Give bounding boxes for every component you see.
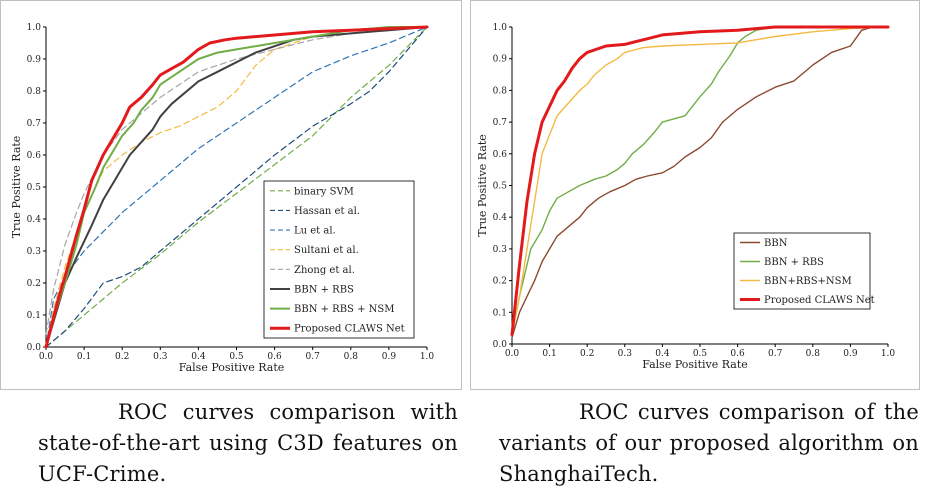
series-line-1	[45, 26, 428, 348]
x-tick-label: 0.7	[306, 352, 321, 362]
y-tick-label: 1.0	[27, 23, 42, 33]
caption-right: ROC curves comparison of the variants of…	[499, 397, 919, 490]
x-tick-label: 0.4	[655, 349, 670, 359]
x-tick-label: 0.8	[344, 352, 359, 362]
y-tick-label: 0.3	[27, 247, 42, 257]
y-tick-label: 0.1	[27, 311, 41, 321]
x-tick-label: 0.1	[542, 349, 556, 359]
x-tick-label: 0.2	[580, 349, 594, 359]
caption-left: ROC curves comparison with state-of-the-…	[38, 397, 458, 490]
y-tick-label: 0.0	[27, 343, 42, 353]
legend-label: BBN + RBS	[294, 284, 354, 295]
x-tick-label: 0.3	[618, 349, 633, 359]
x-tick-label: 0.2	[115, 352, 129, 362]
x-tick-label: 0.6	[730, 349, 745, 359]
roc-chart-shanghaitech: 0.0 0.1 0.2 0.3 0.4 0.5 0.6 0.7 0.8 0.9 1.0 0.0 0.1 0…	[470, 0, 920, 390]
x-tick-label: 0.0	[39, 352, 54, 362]
series-line-4	[510, 25, 890, 336]
x-tick-label: 0.8	[806, 349, 821, 359]
caption-right-text: ROC curves comparison of the variants of…	[499, 400, 919, 486]
legend-label: Zhong et al.	[294, 265, 355, 276]
x-tick-label: 0.5	[229, 352, 244, 362]
x-axis-label: False Positive Rate	[642, 358, 748, 371]
x-tick-label: 0.1	[77, 352, 91, 362]
y-axis-label: True Positive Rate	[10, 136, 23, 239]
series-line-2	[45, 26, 428, 348]
legend-label: Hassan et al.	[294, 206, 360, 217]
y-tick-label: 0.2	[27, 279, 41, 289]
y-tick-label: 0.9	[27, 55, 42, 65]
legend-label: Sultani et al.	[294, 245, 359, 256]
series-line-8	[44, 25, 429, 349]
y-tick-label: 0.2	[493, 277, 507, 287]
y-axis-label: True Positive Rate	[476, 134, 489, 237]
series-line-1	[511, 26, 889, 339]
y-tick-label: 0.3	[493, 245, 508, 255]
series-line-2	[511, 26, 889, 336]
y-tick-label: 0.5	[493, 182, 508, 192]
y-tick-label: 0.8	[493, 86, 508, 96]
x-tick-label: 1.0	[881, 349, 896, 359]
x-tick-label: 0.7	[768, 349, 783, 359]
series-line-5	[45, 26, 428, 335]
x-tick-label: 0.6	[267, 352, 282, 362]
roc-chart-ucf-crime: 0.0 0.1 0.2 0.3 0.4 0.5 0.6 0.7 0.8 0.9 1.0 0.0 0.1 0…	[0, 0, 462, 390]
legend-label: Proposed CLAWS Net	[764, 295, 875, 306]
y-tick-label: 0.7	[493, 118, 508, 128]
series-line-3	[511, 26, 889, 336]
legend-label: BBN+RBS+NSM	[764, 276, 852, 287]
legend-label: binary SVM	[294, 186, 354, 197]
y-tick-label: 0.9	[493, 55, 508, 65]
legend-label: Proposed CLAWS Net	[294, 324, 405, 335]
legend-label: Lu et al.	[294, 226, 336, 237]
series-line-7	[45, 26, 428, 348]
caption-left-text: ROC curves comparison with state-of-the-…	[38, 400, 458, 486]
x-tick-label: 0.9	[843, 349, 858, 359]
legend-box	[263, 180, 415, 339]
x-tick-label: 0.3	[153, 352, 168, 362]
x-tick-label: 0.5	[693, 349, 708, 359]
y-tick-label: 0.6	[493, 150, 508, 160]
legend-label: BBN + RBS + NSM	[294, 304, 395, 315]
y-tick-label: 0.8	[27, 87, 42, 97]
legend-label: BBN	[764, 238, 788, 249]
legend-label: BBN + RBS	[764, 257, 824, 268]
y-tick-label: 0.4	[27, 215, 42, 225]
y-tick-label: 0.4	[493, 213, 508, 223]
y-tick-label: 0.7	[27, 119, 42, 129]
y-tick-label: 0.5	[27, 183, 42, 193]
x-tick-label: 0.9	[382, 352, 397, 362]
x-tick-label: 0.0	[505, 349, 520, 359]
legend-box	[733, 232, 871, 310]
y-tick-label: 1.0	[493, 23, 508, 33]
y-tick-label: 0.1	[493, 308, 507, 318]
x-axis-label: False Positive Rate	[179, 361, 285, 374]
y-tick-label: 0.6	[27, 151, 42, 161]
y-tick-label: 0.0	[493, 340, 508, 350]
x-tick-label: 1.0	[420, 352, 435, 362]
x-tick-label: 0.4	[191, 352, 206, 362]
chart-frame	[470, 0, 920, 390]
